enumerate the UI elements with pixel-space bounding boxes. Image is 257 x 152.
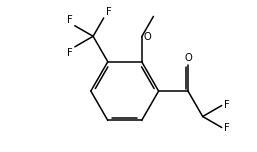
Text: F: F [224,123,230,133]
Text: O: O [184,53,192,63]
Text: F: F [106,7,111,17]
Text: F: F [67,48,72,58]
Text: O: O [144,32,152,42]
Text: F: F [67,15,72,25]
Text: F: F [224,100,230,111]
